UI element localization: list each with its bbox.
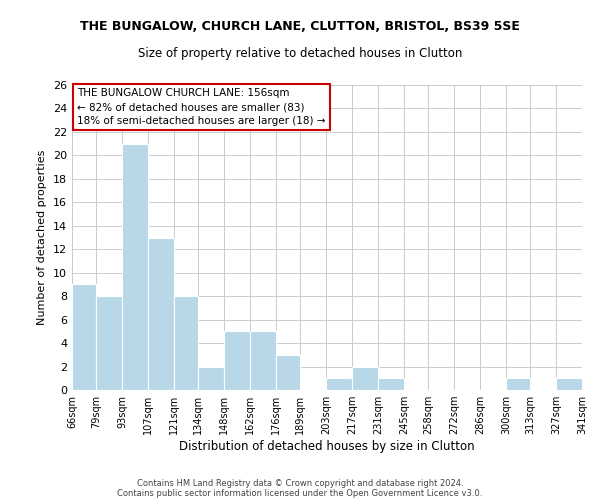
Text: THE BUNGALOW CHURCH LANE: 156sqm
← 82% of detached houses are smaller (83)
18% o: THE BUNGALOW CHURCH LANE: 156sqm ← 82% o…: [77, 88, 326, 126]
Bar: [506, 378, 530, 390]
Bar: [276, 355, 300, 390]
Bar: [96, 296, 122, 390]
Text: Contains public sector information licensed under the Open Government Licence v3: Contains public sector information licen…: [118, 488, 482, 498]
Y-axis label: Number of detached properties: Number of detached properties: [37, 150, 47, 325]
Bar: [556, 378, 582, 390]
Bar: [378, 378, 404, 390]
Bar: [148, 238, 174, 390]
X-axis label: Distribution of detached houses by size in Clutton: Distribution of detached houses by size …: [179, 440, 475, 453]
Text: THE BUNGALOW, CHURCH LANE, CLUTTON, BRISTOL, BS39 5SE: THE BUNGALOW, CHURCH LANE, CLUTTON, BRIS…: [80, 20, 520, 33]
Bar: [72, 284, 96, 390]
Bar: [174, 296, 198, 390]
Bar: [198, 366, 224, 390]
Bar: [122, 144, 148, 390]
Text: Contains HM Land Registry data © Crown copyright and database right 2024.: Contains HM Land Registry data © Crown c…: [137, 478, 463, 488]
Bar: [352, 366, 378, 390]
Bar: [326, 378, 352, 390]
Bar: [224, 332, 250, 390]
Text: Size of property relative to detached houses in Clutton: Size of property relative to detached ho…: [138, 48, 462, 60]
Bar: [250, 332, 276, 390]
